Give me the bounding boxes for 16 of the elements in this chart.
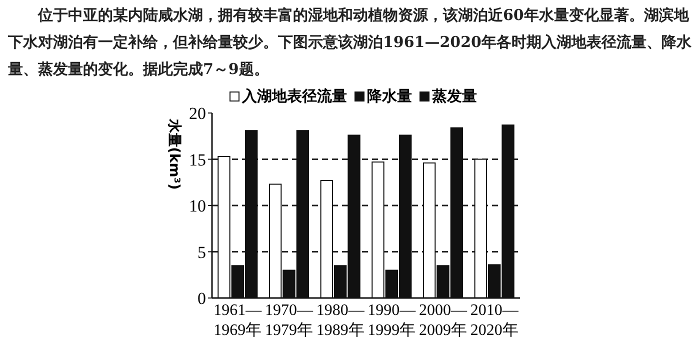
legend-label: 蒸发量 xyxy=(431,87,477,105)
y-tick-label: 20 xyxy=(189,104,206,123)
x-tick-label: 1970— 1979年 xyxy=(265,302,314,339)
y-tick-label: 5 xyxy=(198,242,206,262)
legend-label: 入湖地表径流量 xyxy=(241,87,347,105)
y-tick-label: 15 xyxy=(189,150,206,170)
x-tick-label: 1980— 1989年 xyxy=(316,302,366,339)
legend-label: 降水量 xyxy=(367,87,412,105)
y-axis-title: 水量(km³) xyxy=(166,118,182,190)
x-tick-label: 2000— 2009年 xyxy=(419,302,468,339)
x-tick-label: 1961— 1969年 xyxy=(214,302,263,339)
chart-title: 位于中亚的某内陆咸水湖，拥有较丰富的湿地和动植物资源，该湖泊近60年水量变化显著。湖滨地下水对湖泊有一定补给，但补给量较少。下图示意该湖泊1961—2020年各时期入湖地表径流量、降水量、蒸发量的变化。据此完成7～9题。 xyxy=(8,5,692,80)
y-tick-label: 10 xyxy=(189,196,206,216)
y-tick-label: 0 xyxy=(198,289,206,308)
x-tick-label: 2010— 2020年 xyxy=(470,302,520,339)
x-tick-label: 1990— 1999年 xyxy=(368,302,417,339)
